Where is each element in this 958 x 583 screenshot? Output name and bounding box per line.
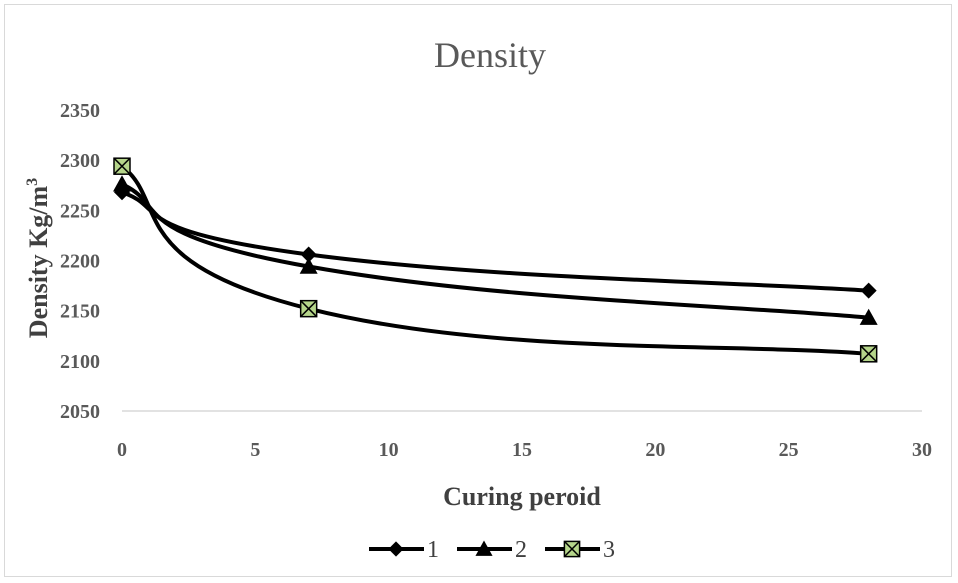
x-axis-title: Curing peroid <box>443 482 601 511</box>
x-square-marker-cross <box>563 540 581 558</box>
x-square-marker-cross <box>860 345 878 363</box>
chart-title: Density <box>434 35 546 75</box>
legend-item: 2 <box>457 537 527 563</box>
x-tick-label: 30 <box>912 439 932 461</box>
y-tick-label: 2200 <box>60 251 100 273</box>
y-tick-label: 2300 <box>60 150 100 172</box>
x-axis-ticks: 0 5 10 15 20 25 30 <box>117 439 932 461</box>
x-tick-label: 15 <box>512 439 532 461</box>
y-tick-label: 2050 <box>60 401 100 423</box>
diamond-marker <box>388 541 404 557</box>
triangle-marker <box>475 540 493 556</box>
x-tick-label: 20 <box>645 439 665 461</box>
triangle-marker <box>859 308 878 325</box>
diamond-marker <box>300 246 317 263</box>
x-square-marker <box>859 345 878 363</box>
x-tick-label: 0 <box>117 439 127 461</box>
y-axis-title-text: Density Kg/m <box>24 185 53 338</box>
legend-item: 1 <box>369 537 439 563</box>
x-tick-label: 25 <box>779 439 799 461</box>
triangle-marker <box>113 175 131 192</box>
legend-label: 2 <box>515 537 527 563</box>
y-tick-label: 2100 <box>60 351 100 373</box>
x-square-marker <box>113 157 131 175</box>
y-axis-title: Density Kg/m3 <box>24 178 53 338</box>
series-lines <box>120 164 869 356</box>
x-tick-label: 5 <box>250 439 260 461</box>
legend-item: 3 <box>545 537 615 563</box>
series-line <box>121 182 869 320</box>
series-markers <box>113 157 878 363</box>
y-tick-label: 2250 <box>60 200 100 222</box>
series-line <box>121 190 869 293</box>
legend-label: 1 <box>427 537 439 563</box>
legend-label: 3 <box>603 537 615 563</box>
y-axis-title-superscript: 3 <box>24 178 41 186</box>
diamond-marker <box>860 282 877 299</box>
y-tick-label: 2150 <box>60 301 100 323</box>
triangle-marker <box>299 257 318 274</box>
y-tick-label: 2350 <box>60 100 100 122</box>
x-square-marker <box>563 540 581 558</box>
legend: 1 2 3 <box>369 537 615 563</box>
y-axis-ticks: 2050 2100 2150 2200 2250 2300 2350 <box>60 100 100 423</box>
x-square-marker-cross <box>300 300 318 318</box>
x-square-marker-cross <box>113 157 131 175</box>
x-square-marker <box>299 299 318 318</box>
series-line <box>120 164 869 356</box>
x-tick-label: 10 <box>379 439 399 461</box>
